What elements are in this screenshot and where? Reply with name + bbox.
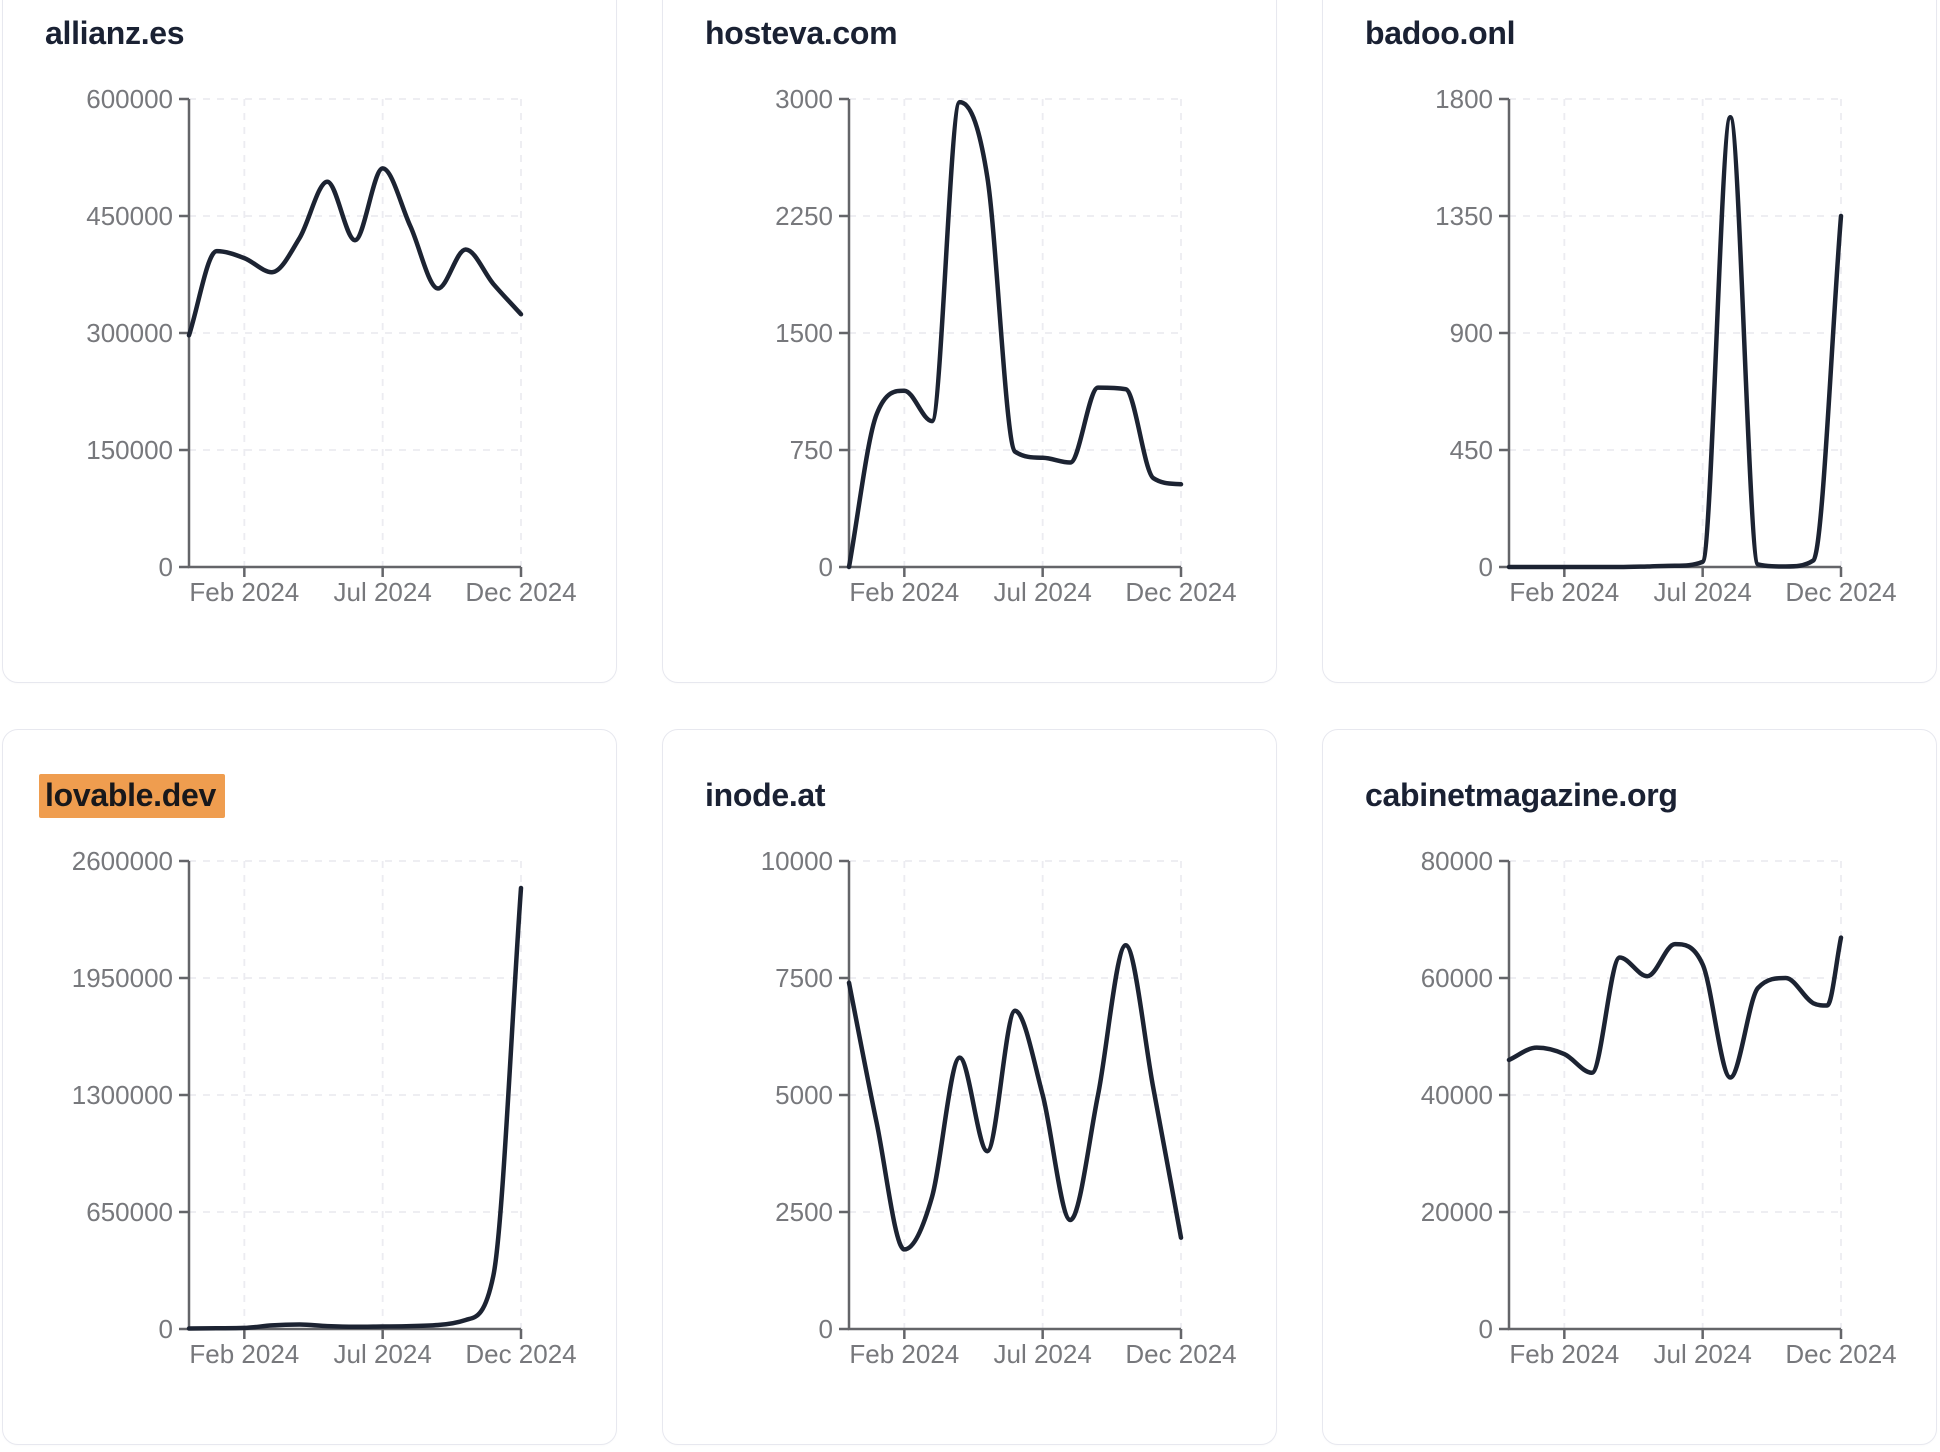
chart-title-text: lovable.dev [39, 774, 225, 818]
x-axis-tick-label: Dec 2024 [1785, 577, 1896, 607]
y-axis-tick-label: 0 [159, 1314, 173, 1344]
y-axis-tick-label: 0 [1479, 552, 1493, 582]
y-axis-tick-label: 1950000 [72, 963, 173, 993]
domain-chart-card[interactable]: inode.at 0 2500 5000 7500 10000 Feb 2024 Jul 2… [662, 729, 1277, 1445]
y-axis-tick-label: 1500 [775, 318, 833, 348]
chart-title: lovable.dev [39, 774, 225, 818]
y-axis-tick-label: 0 [159, 552, 173, 582]
x-axis-tick-label: Feb 2024 [849, 1339, 959, 1369]
y-axis-tick-label: 10000 [761, 846, 833, 876]
x-axis-tick-label: Jul 2024 [994, 1339, 1092, 1369]
y-axis-tick-label: 1300000 [72, 1080, 173, 1110]
chart-title-text: inode.at [705, 777, 826, 813]
x-axis-tick-label: Dec 2024 [1125, 1339, 1236, 1369]
y-axis-tick-label: 0 [819, 552, 833, 582]
y-axis-tick-label: 2500 [775, 1197, 833, 1227]
x-axis-tick-label: Dec 2024 [1125, 577, 1236, 607]
y-axis-tick-label: 3000 [775, 84, 833, 114]
domain-chart-card[interactable]: allianz.es 0 150000 300000 450000 600000 Feb … [2, 0, 617, 683]
y-axis-tick-label: 7500 [775, 963, 833, 993]
y-axis-tick-label: 20000 [1421, 1197, 1493, 1227]
chart-title: badoo.onl [1365, 12, 1515, 54]
traffic-line-chart: 0 450 900 1350 1800 Feb 2024 Jul 2024 Dec 2024 [1435, 84, 1897, 607]
x-axis-tick-label: Dec 2024 [1785, 1339, 1896, 1369]
traffic-line-chart: 0 150000 300000 450000 600000 Feb 2024 Jul 202… [86, 84, 576, 607]
y-axis-tick-label: 600000 [86, 84, 173, 114]
traffic-line-chart: 0 750 1500 2250 3000 Feb 2024 Jul 2024 Dec 2024 [775, 84, 1237, 607]
y-axis-tick-label: 650000 [86, 1197, 173, 1227]
traffic-line-chart: 0 20000 40000 60000 80000 Feb 2024 Jul 2024 Dec… [1421, 846, 1897, 1369]
chart-title-text: badoo.onl [1365, 15, 1516, 51]
chart-title: allianz.es [45, 12, 185, 54]
domain-chart-card[interactable]: hosteva.com 0 750 1500 2250 3000 Feb 2024 Jul … [662, 0, 1277, 683]
y-axis-tick-label: 1800 [1435, 84, 1493, 114]
chart-title: hosteva.com [705, 12, 898, 54]
y-axis-tick-label: 0 [819, 1314, 833, 1344]
y-axis-tick-label: 60000 [1421, 963, 1493, 993]
x-axis-tick-label: Jul 2024 [1654, 577, 1752, 607]
y-axis-tick-label: 150000 [86, 435, 173, 465]
x-axis-tick-label: Dec 2024 [465, 577, 576, 607]
y-axis-tick-label: 450 [1450, 435, 1493, 465]
x-axis-tick-label: Feb 2024 [189, 1339, 299, 1369]
x-axis-tick-label: Jul 2024 [1654, 1339, 1752, 1369]
x-axis-tick-label: Feb 2024 [849, 577, 959, 607]
y-axis-tick-label: 5000 [775, 1080, 833, 1110]
chart-title: inode.at [705, 774, 826, 816]
chart-title: cabinetmagazine.org [1365, 774, 1678, 816]
x-axis-tick-label: Feb 2024 [1509, 1339, 1619, 1369]
y-axis-tick-label: 450000 [86, 201, 173, 231]
y-axis-tick-label: 900 [1450, 318, 1493, 348]
y-axis-tick-label: 1350 [1435, 201, 1493, 231]
traffic-line-chart: 0 650000 1300000 1950000 2600000 Feb 2024 Jul … [72, 846, 577, 1369]
chart-title-text: allianz.es [45, 15, 185, 51]
y-axis-tick-label: 2250 [775, 201, 833, 231]
y-axis-tick-label: 80000 [1421, 846, 1493, 876]
y-axis-tick-label: 750 [790, 435, 833, 465]
x-axis-tick-label: Jul 2024 [334, 1339, 432, 1369]
domain-chart-card[interactable]: cabinetmagazine.org 0 20000 40000 60000 8000… [1322, 729, 1937, 1445]
domain-chart-card[interactable]: lovable.dev 0 650000 1300000 1950000 2600000… [2, 729, 617, 1445]
domain-chart-card[interactable]: badoo.onl 0 450 900 1350 1800 Feb 2024 Jul 202… [1322, 0, 1937, 683]
y-axis-tick-label: 0 [1479, 1314, 1493, 1344]
chart-title-text: cabinetmagazine.org [1365, 777, 1678, 813]
chart-title-text: hosteva.com [705, 15, 898, 51]
x-axis-tick-label: Dec 2024 [465, 1339, 576, 1369]
x-axis-tick-label: Feb 2024 [1509, 577, 1619, 607]
y-axis-tick-label: 40000 [1421, 1080, 1493, 1110]
x-axis-tick-label: Jul 2024 [334, 577, 432, 607]
y-axis-tick-label: 2600000 [72, 846, 173, 876]
y-axis-tick-label: 300000 [86, 318, 173, 348]
traffic-line-chart: 0 2500 5000 7500 10000 Feb 2024 Jul 2024 Dec 20… [761, 846, 1237, 1369]
x-axis-tick-label: Jul 2024 [994, 577, 1092, 607]
x-axis-tick-label: Feb 2024 [189, 577, 299, 607]
